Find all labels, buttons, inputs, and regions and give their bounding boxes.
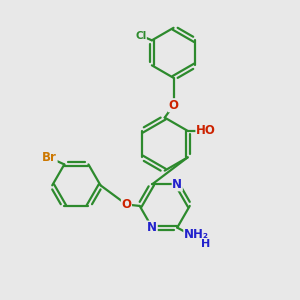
Text: HO: HO xyxy=(196,124,216,137)
Text: O: O xyxy=(169,99,178,112)
Text: O: O xyxy=(122,198,131,211)
Text: N: N xyxy=(147,221,157,234)
Text: N: N xyxy=(172,178,182,191)
Text: H: H xyxy=(201,239,210,249)
Text: NH₂: NH₂ xyxy=(184,229,209,242)
Text: Br: Br xyxy=(42,152,57,164)
Text: Cl: Cl xyxy=(135,31,146,41)
